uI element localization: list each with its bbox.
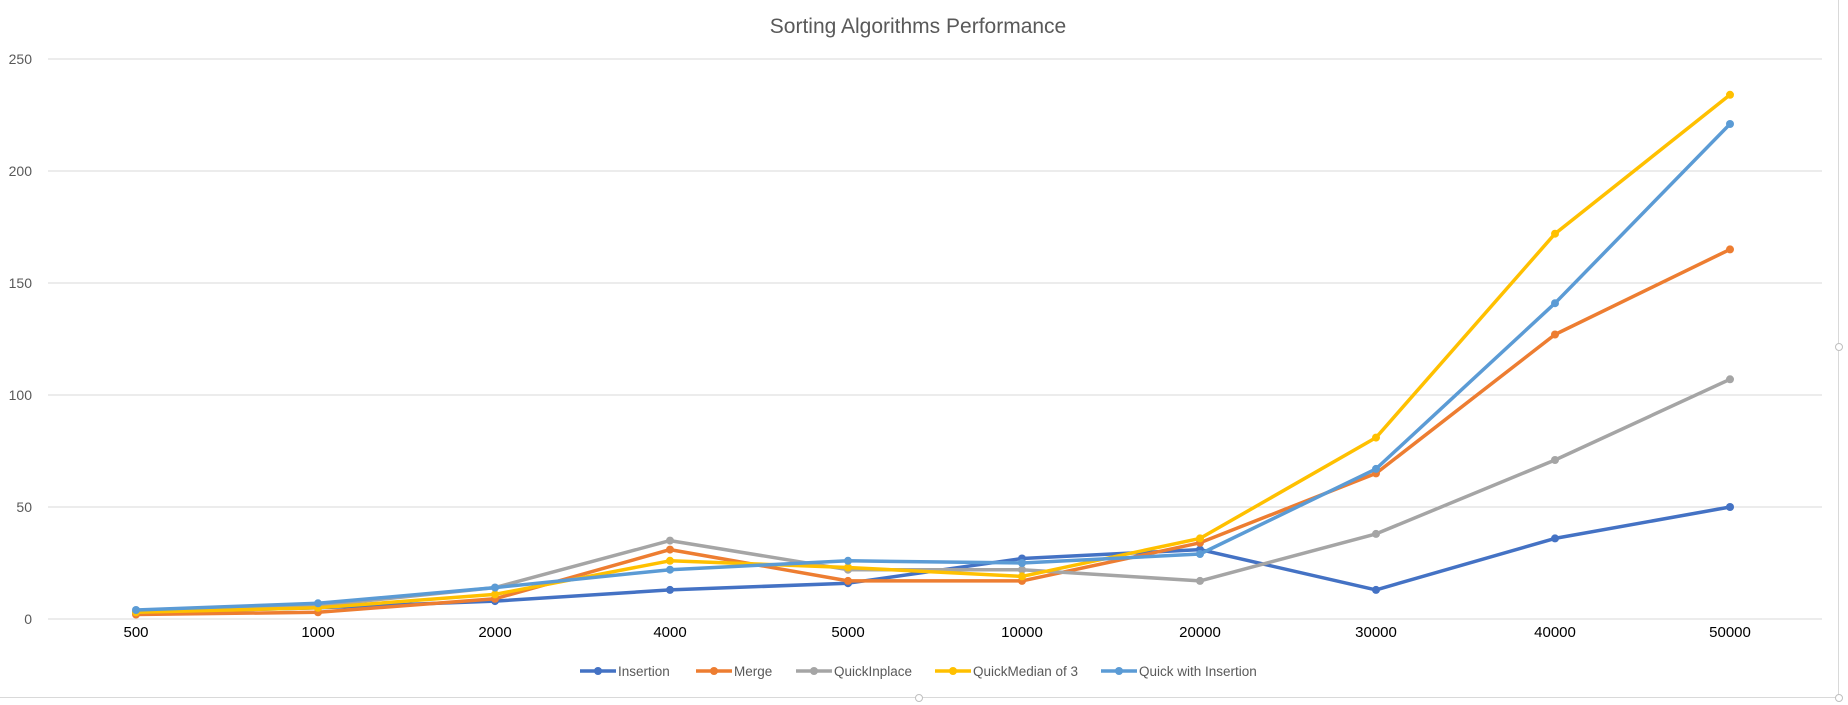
data-point bbox=[1018, 559, 1026, 567]
x-tick-label: 5000 bbox=[831, 624, 864, 641]
legend-marker bbox=[594, 667, 602, 675]
legend-label: Merge bbox=[734, 664, 772, 679]
legend-entry: Merge bbox=[696, 664, 772, 679]
data-point bbox=[666, 585, 674, 594]
data-point bbox=[1551, 299, 1559, 308]
x-tick-label: 4000 bbox=[653, 624, 686, 641]
data-point bbox=[1372, 433, 1380, 442]
data-point bbox=[844, 563, 852, 572]
y-tick-label: 50 bbox=[16, 499, 32, 515]
x-tick-label: 20000 bbox=[1179, 624, 1221, 641]
data-point bbox=[844, 576, 852, 585]
data-point bbox=[1726, 90, 1734, 99]
data-point bbox=[1726, 245, 1734, 254]
legend: Insertion Merge QuickInplace QuickMedian of… bbox=[580, 664, 1257, 679]
data-point bbox=[132, 606, 140, 614]
legend-marker bbox=[810, 667, 818, 675]
x-tick-label: 50000 bbox=[1709, 624, 1751, 641]
data-point bbox=[1726, 375, 1734, 384]
data-point bbox=[1372, 585, 1380, 594]
data-point bbox=[1551, 534, 1559, 543]
data-point bbox=[1018, 565, 1026, 574]
data-point bbox=[666, 565, 674, 574]
data-point bbox=[1551, 456, 1559, 464]
legend-entry: QuickMedian of 3 bbox=[935, 664, 1078, 679]
series-quickmedian-of-3 bbox=[132, 90, 1734, 617]
y-tick-label: 250 bbox=[9, 51, 33, 67]
series-line bbox=[134, 377, 1732, 615]
y-tick-label: 100 bbox=[9, 387, 33, 403]
legend-entry: Quick with Insertion bbox=[1101, 664, 1257, 679]
data-point bbox=[491, 590, 499, 599]
resize-handle-right[interactable] bbox=[1835, 343, 1843, 351]
data-point bbox=[1372, 464, 1380, 473]
legend-label: Insertion bbox=[618, 664, 670, 679]
x-tick-label: 10000 bbox=[1001, 624, 1043, 641]
resize-handle-bottom[interactable] bbox=[915, 694, 923, 702]
x-tick-label: 1000 bbox=[301, 624, 334, 641]
x-tick-label: 500 bbox=[123, 624, 148, 641]
data-point bbox=[666, 556, 674, 565]
series-line bbox=[134, 93, 1732, 615]
legend-marker bbox=[1115, 667, 1123, 675]
data-point bbox=[1196, 576, 1204, 585]
legend-label: Quick with Insertion bbox=[1139, 664, 1257, 679]
data-point bbox=[314, 599, 322, 608]
legend-marker bbox=[710, 667, 718, 675]
data-point bbox=[1726, 503, 1734, 511]
x-tick-label: 2000 bbox=[478, 624, 511, 641]
resize-handle-corner[interactable] bbox=[1835, 694, 1843, 702]
series-line bbox=[134, 122, 1732, 612]
legend-entry: QuickInplace bbox=[796, 664, 912, 679]
data-point bbox=[1551, 229, 1559, 238]
x-tick-label: 40000 bbox=[1534, 624, 1576, 641]
legend-label: QuickMedian of 3 bbox=[973, 664, 1078, 679]
legend-entry: Insertion bbox=[580, 664, 670, 679]
data-point bbox=[844, 556, 852, 565]
legend-label: QuickInplace bbox=[834, 664, 912, 679]
data-point bbox=[1018, 572, 1026, 581]
series-quick-with-insertion bbox=[132, 120, 1734, 614]
data-point bbox=[491, 583, 499, 592]
series-line bbox=[134, 247, 1732, 617]
chart-title: Sorting Algorithms Performance bbox=[770, 15, 1066, 38]
gridlines bbox=[48, 58, 1822, 620]
x-tick-label: 30000 bbox=[1355, 624, 1397, 641]
data-point bbox=[1726, 120, 1734, 128]
data-point bbox=[666, 536, 674, 545]
y-axis-ticks: 0 50 100 150 200 250 bbox=[9, 51, 33, 627]
data-point bbox=[1551, 330, 1559, 339]
data-point bbox=[1196, 534, 1204, 543]
data-point bbox=[666, 545, 674, 554]
data-point bbox=[1196, 550, 1204, 558]
y-tick-label: 0 bbox=[24, 611, 32, 627]
series-lines bbox=[132, 90, 1734, 619]
y-tick-label: 200 bbox=[9, 163, 33, 179]
x-axis-ticks: 500 1000 2000 4000 5000 10000 20000 30000 40000 5… bbox=[123, 624, 1750, 641]
data-point bbox=[1372, 529, 1380, 538]
y-tick-label: 150 bbox=[9, 275, 33, 291]
legend-marker bbox=[949, 667, 957, 675]
